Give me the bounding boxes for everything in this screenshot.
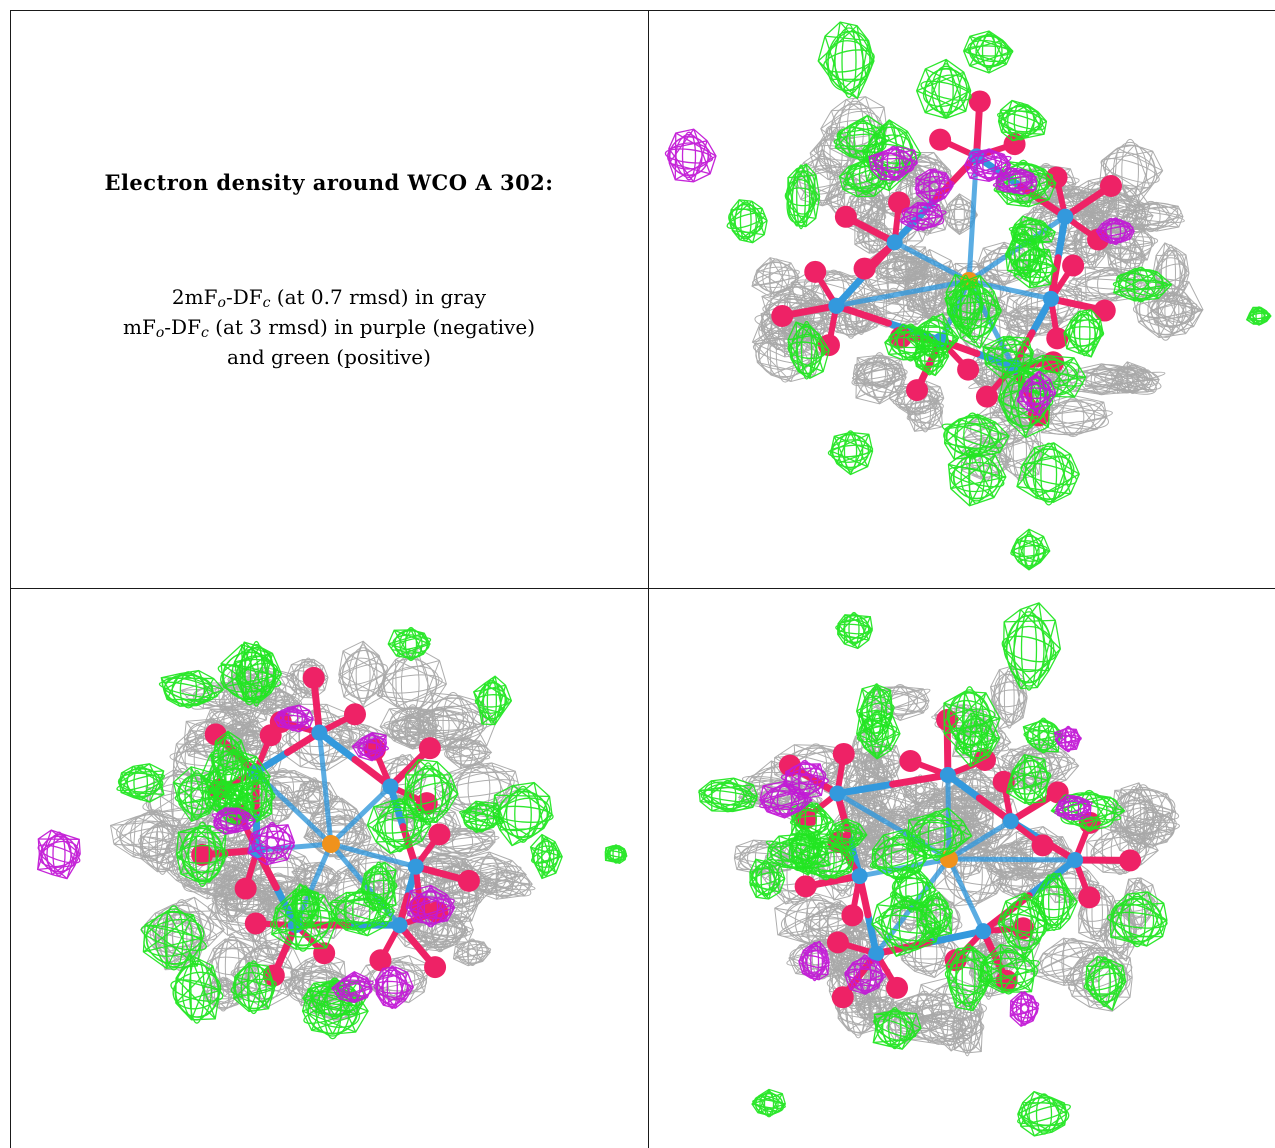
caption-line-positive: and green (positive) — [227, 345, 431, 369]
electron-density-map-icon — [698, 602, 1180, 1137]
caption-body: 2mFo-DFc (at 0.7 rmsd) in gray mFo-DFc (… — [10, 282, 648, 372]
figure-table: Electron density around WCO A 302: 2mFo-… — [10, 10, 1275, 1148]
density-panel-bottom-left — [11, 589, 648, 1148]
density-panel-bottom-right — [649, 589, 1275, 1148]
caption-line-fofc: mFo-DFc (at 3 rmsd) in purple (negative) — [123, 315, 535, 341]
table-left-border — [10, 10, 11, 1148]
table-center-border — [648, 10, 649, 1148]
density-panel-top-right — [649, 11, 1275, 588]
electron-density-map-icon — [36, 626, 628, 1040]
caption-line-2fofc: 2mFo-DFc (at 0.7 rmsd) in gray — [171, 285, 487, 311]
table-top-border — [10, 10, 1275, 11]
caption-cell: Electron density around WCO A 302: 2mFo-… — [10, 10, 648, 588]
table-middle-border — [10, 588, 1275, 589]
electron-density-map-icon — [664, 21, 1272, 571]
caption-title: Electron density around WCO A 302: — [104, 170, 554, 195]
